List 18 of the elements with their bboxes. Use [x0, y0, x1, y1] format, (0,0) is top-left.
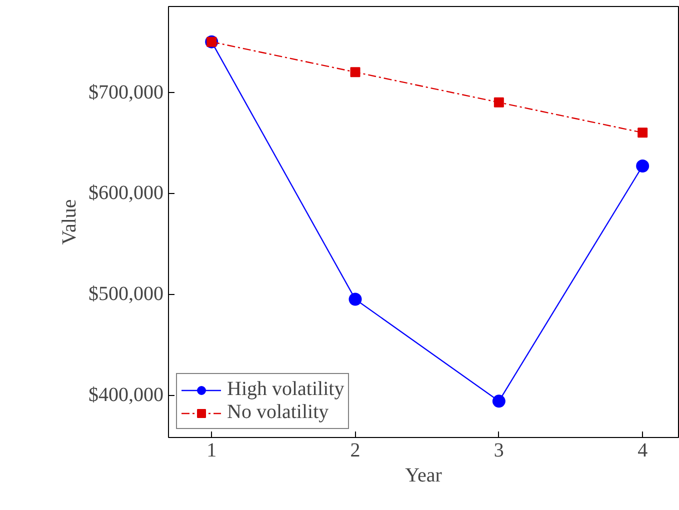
x-tick-label: 4: [638, 440, 648, 462]
x-axis-title: Year: [405, 464, 442, 486]
legend-label: High volatility: [227, 378, 344, 401]
point: [348, 292, 362, 306]
point: [636, 159, 650, 172]
point: [494, 97, 504, 108]
y-tick-label: $500,000: [88, 283, 164, 306]
legend-label: No volatility: [227, 401, 329, 424]
y-axis-title: Value: [58, 199, 80, 245]
point: [350, 67, 360, 78]
y-tick-label: $700,000: [88, 81, 164, 104]
y-tick-label: $600,000: [88, 182, 164, 204]
y-tick-label: $400,000: [88, 384, 164, 406]
x-tick-label: 2: [350, 440, 360, 462]
point: [492, 394, 506, 408]
point: [638, 128, 648, 138]
x-tick-label: 1: [206, 440, 217, 462]
x-tick-label: 3: [494, 440, 504, 462]
